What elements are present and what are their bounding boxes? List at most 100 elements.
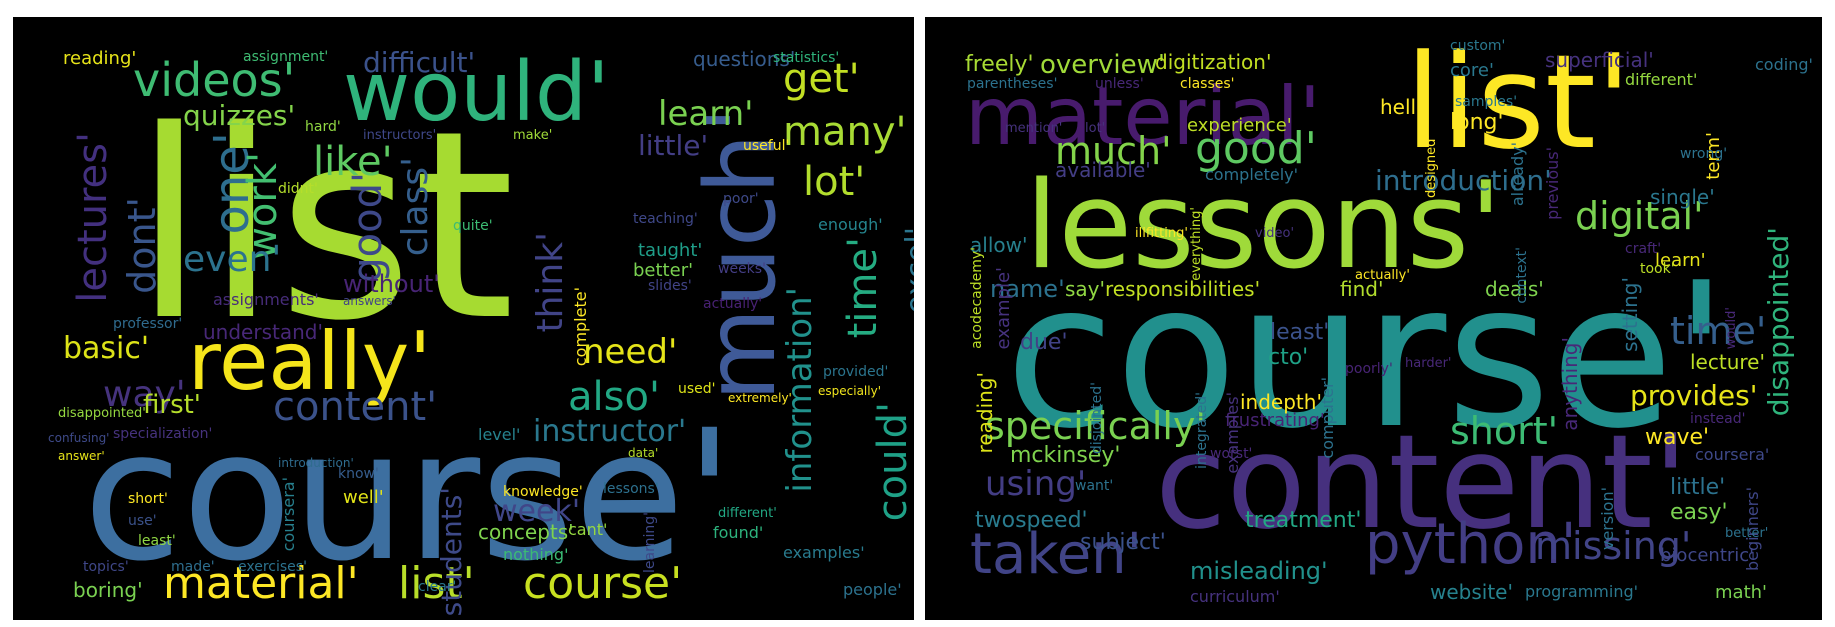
cloud-word: cant' — [568, 520, 608, 539]
cloud-word: much' — [1055, 129, 1172, 173]
cloud-word: course' — [83, 392, 735, 601]
cloud-word: available' — [1055, 158, 1151, 182]
cloud-word: even' — [183, 239, 282, 280]
cloud-word: least' — [138, 533, 176, 549]
cloud-word: specialization' — [113, 426, 213, 442]
cloud-word: boring' — [73, 578, 143, 602]
cloud-word: lectures' — [70, 132, 116, 303]
cloud-word: better' — [633, 260, 694, 281]
cloud-word: good' — [345, 172, 391, 283]
cloud-word: cto' — [1268, 345, 1309, 370]
cloud-word: need' — [583, 332, 678, 372]
cloud-word: complete' — [571, 287, 590, 367]
cloud-word: want' — [1075, 478, 1114, 494]
cloud-word: short' — [128, 491, 168, 507]
cloud-word: computer' — [1318, 377, 1337, 459]
cloud-word: samples' — [1455, 94, 1518, 110]
cloud-word: least' — [1270, 320, 1330, 345]
cloud-word: knowledge' — [503, 484, 583, 500]
cloud-word: superficial' — [1545, 48, 1654, 72]
cloud-word: nothing' — [503, 545, 569, 564]
word-cloud-right: course' content' lessons' list' material' pyt… — [925, 17, 1822, 620]
cloud-word: instructor' — [533, 414, 687, 449]
cloud-word: better' — [1725, 526, 1769, 541]
cloud-word: without' — [343, 270, 440, 298]
cloud-word: quite' — [453, 218, 493, 234]
cloud-word: introduction' — [1375, 164, 1552, 197]
cloud-word: curriculum' — [1190, 587, 1280, 606]
cloud-word: dont' — [120, 197, 164, 294]
cloud-word: little' — [638, 129, 709, 162]
cloud-word: list — [133, 76, 515, 378]
cloud-word: indepth' — [1240, 390, 1322, 414]
cloud-word: think' — [530, 232, 571, 333]
cloud-word: previous' — [1543, 147, 1562, 220]
cloud-word: lessons' — [603, 481, 659, 497]
cloud-word: coursera' — [279, 477, 298, 552]
cloud-word: information' — [780, 287, 820, 493]
cloud-word: specifically' — [985, 404, 1206, 448]
cloud-word: name' — [990, 275, 1065, 303]
cloud-word: disappointed' — [1762, 227, 1795, 417]
cloud-word: disjointed' — [1089, 382, 1105, 455]
cloud-word: everything' — [1189, 207, 1204, 281]
cloud-word: used' — [678, 381, 716, 397]
cloud-word: data' — [628, 446, 659, 460]
cloud-word: math' — [1715, 582, 1767, 603]
cloud-word: found' — [713, 523, 764, 542]
cloud-word: answers' — [343, 294, 396, 308]
cloud-word: make' — [513, 128, 553, 143]
cloud-word: lot' — [803, 159, 866, 205]
cloud-word: coursera' — [1695, 445, 1770, 464]
cloud-word: concepts' — [478, 520, 574, 544]
cloud-word: classes' — [1180, 76, 1235, 92]
cloud-word: worst' — [1210, 446, 1253, 462]
cloud-word: especially' — [818, 384, 881, 398]
cloud-word: like' — [313, 139, 393, 185]
cloud-word: would' — [343, 45, 610, 140]
cloud-word: treatment' — [1245, 508, 1362, 533]
cloud-word: easy' — [1670, 500, 1728, 525]
cloud-word: material' — [163, 558, 359, 609]
cloud-word: useful' — [743, 138, 790, 154]
cloud-word: short' — [1450, 409, 1559, 453]
cloud-word: material' — [965, 70, 1321, 163]
cloud-word: class' — [395, 157, 436, 257]
cloud-word: frustrating' — [1225, 410, 1325, 431]
cloud-word: reading' — [63, 48, 137, 69]
cloud-word: version' — [1598, 487, 1617, 550]
cloud-word: level' — [478, 425, 521, 444]
cloud-word: many' — [783, 109, 907, 155]
cloud-word: slides' — [648, 278, 692, 294]
cloud-word: digitization' — [1155, 50, 1272, 74]
cloud-word: twospeed' — [975, 508, 1088, 533]
cloud-word: first' — [143, 390, 201, 420]
cloud-word: instructors' — [363, 128, 437, 143]
cloud-word: weeks' — [718, 261, 766, 277]
cloud-word: excel' — [900, 227, 914, 314]
cloud-word: using' — [985, 464, 1087, 504]
cloud-word: wave' — [1645, 425, 1710, 450]
cloud-word: coding' — [1755, 55, 1813, 74]
cloud-word: content' — [1155, 406, 1689, 558]
cloud-word: enough' — [818, 215, 883, 234]
cloud-word: missing' — [1535, 524, 1692, 568]
cloud-word: time' — [1670, 309, 1767, 353]
cloud-word: anything' — [1558, 337, 1582, 431]
cloud-word: find' — [1340, 277, 1384, 301]
word-cloud-left: list course' would' much' really' videos' lect… — [13, 17, 914, 620]
cloud-word: difficult' — [363, 46, 476, 79]
cloud-word: exercises' — [238, 559, 307, 575]
cloud-word: good' — [1195, 123, 1317, 174]
cloud-word: people' — [843, 580, 902, 599]
cloud-word: core' — [1450, 60, 1494, 81]
cloud-word: took' — [1640, 261, 1675, 277]
cloud-word: digital' — [1575, 194, 1704, 238]
cloud-word: clear' — [418, 579, 457, 595]
cloud-word: long' — [1450, 110, 1504, 135]
cloud-word: different' — [1625, 70, 1698, 89]
cloud-word: examples' — [1223, 392, 1242, 474]
cloud-word: well' — [343, 487, 384, 508]
cloud-word: professor' — [113, 316, 183, 332]
cloud-word: assignment' — [243, 49, 329, 65]
